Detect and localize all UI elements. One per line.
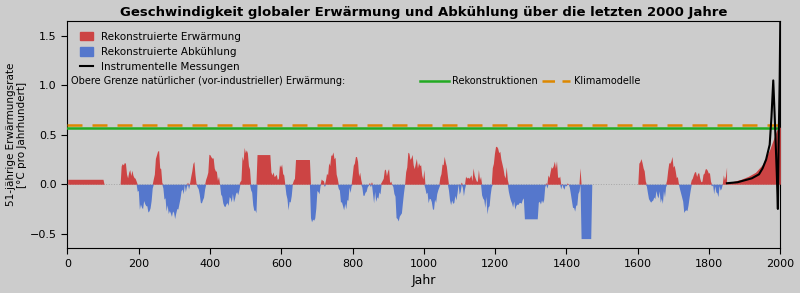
X-axis label: Jahr: Jahr (412, 275, 436, 287)
Text: Klimamodelle: Klimamodelle (574, 76, 640, 86)
Text: Obere Grenze natürlicher (vor-industrieller) Erwärmung:: Obere Grenze natürlicher (vor-industriel… (71, 76, 345, 86)
Text: Rekonstruktionen: Rekonstruktionen (452, 76, 538, 86)
Title: Geschwindigkeit globaler Erwärmung und Abkühlung über die letzten 2000 Jahre: Geschwindigkeit globaler Erwärmung und A… (120, 6, 727, 18)
Y-axis label: 51-jährige Erwärmungsrate
[°C pro Jahrhundert]: 51-jährige Erwärmungsrate [°C pro Jahrhu… (6, 63, 27, 207)
Legend: Rekonstruierte Erwärmung, Rekonstruierte Abkühlung, Instrumentelle Messungen: Rekonstruierte Erwärmung, Rekonstruierte… (76, 28, 245, 76)
